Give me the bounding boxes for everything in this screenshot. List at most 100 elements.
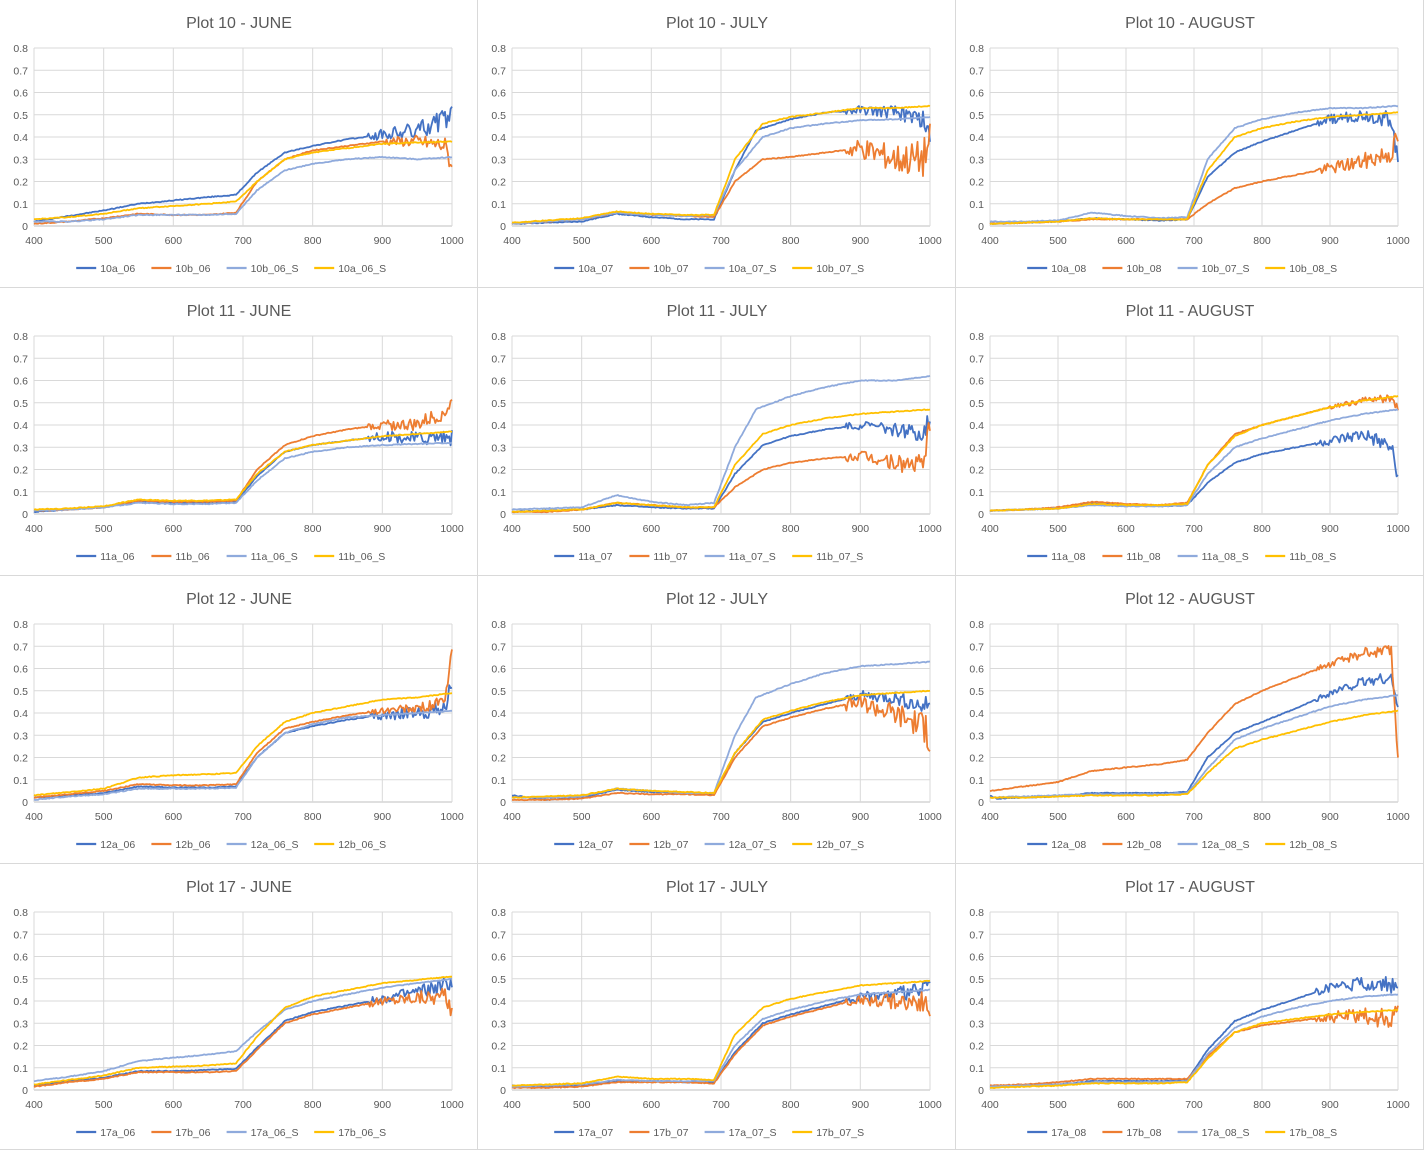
x-tick-label: 700 <box>1185 235 1203 247</box>
y-tick-label: 0.7 <box>13 353 28 365</box>
x-tick-label: 600 <box>643 235 661 247</box>
x-tick-label: 500 <box>573 811 591 823</box>
x-tick-label: 600 <box>165 811 183 823</box>
y-tick-label: 0.6 <box>13 952 28 964</box>
y-tick-label: 0.8 <box>969 43 984 55</box>
x-tick-label: 800 <box>1253 523 1271 535</box>
x-tick-label: 400 <box>503 811 521 823</box>
x-tick-label: 400 <box>981 523 999 535</box>
legend-label: 12a_06 <box>100 839 135 851</box>
x-tick-label: 600 <box>643 523 661 535</box>
legend-label: 11a_07_S <box>729 551 776 563</box>
x-tick-label: 600 <box>1117 1099 1135 1111</box>
chart-title: Plot 17 - JUNE <box>186 879 292 896</box>
x-tick-label: 800 <box>304 523 322 535</box>
series-line <box>33 430 453 511</box>
y-tick-label: 0 <box>978 221 984 233</box>
chart-svg: Plot 17 - JUNE 0 0.1 0.2 0.3 0.4 0.5 0.6 0.7 0.8 4… <box>13 879 463 1139</box>
legend-label: 11a_08_S <box>1202 551 1249 563</box>
legend-label: 11b_06 <box>175 551 209 563</box>
x-tick-label: 700 <box>712 1099 730 1111</box>
legend-label: 11b_07 <box>653 551 687 563</box>
series-line <box>33 134 453 225</box>
chart-svg: Plot 10 - JULY 0 0.1 0.2 0.3 0.4 0.5 0.6 0.7 0.8 4… <box>491 15 942 275</box>
series-line <box>33 692 453 797</box>
x-tick-label: 600 <box>643 1099 661 1111</box>
x-tick-label: 900 <box>374 235 392 247</box>
series-line <box>33 140 453 221</box>
series-line <box>989 104 1399 223</box>
y-tick-label: 0.6 <box>13 376 28 388</box>
y-tick-label: 0.6 <box>969 952 984 964</box>
x-tick-label: 400 <box>503 235 521 247</box>
x-tick-label: 600 <box>165 523 183 535</box>
x-tick-label: 1000 <box>918 235 942 247</box>
y-tick-label: 0 <box>978 1085 984 1097</box>
chart-title: Plot 11 - AUGUST <box>1126 303 1255 320</box>
y-tick-label: 0.8 <box>491 907 506 919</box>
series-line <box>512 104 931 224</box>
y-tick-label: 0.4 <box>969 420 984 432</box>
x-tick-label: 400 <box>25 235 43 247</box>
series-line <box>989 993 1399 1088</box>
chart-panel: Plot 17 - JUNE 0 0.1 0.2 0.3 0.4 0.5 0.6 0.7 0.8 4… <box>0 864 478 1150</box>
y-tick-label: 0.3 <box>491 442 506 454</box>
y-tick-label: 0.8 <box>969 907 984 919</box>
y-tick-label: 0.7 <box>491 641 506 653</box>
y-tick-label: 0.5 <box>491 974 506 986</box>
legend-label: 10a_06_S <box>338 263 386 275</box>
y-tick-label: 0.1 <box>969 775 984 787</box>
y-tick-label: 0.2 <box>13 753 28 765</box>
x-tick-label: 900 <box>852 235 870 247</box>
y-tick-label: 0.3 <box>491 730 506 742</box>
y-tick-label: 0.2 <box>491 177 506 189</box>
y-tick-label: 0.6 <box>13 664 28 676</box>
x-tick-label: 1000 <box>1386 235 1410 247</box>
x-tick-label: 600 <box>165 1099 183 1111</box>
y-tick-label: 0.1 <box>969 1063 984 1075</box>
x-tick-label: 800 <box>304 1099 322 1111</box>
y-tick-label: 0.5 <box>491 110 506 122</box>
x-tick-label: 900 <box>1321 235 1339 247</box>
chart-svg: Plot 17 - AUGUST 0 0.1 0.2 0.3 0.4 0.5 0.6 0.7 0.… <box>969 879 1409 1139</box>
x-tick-label: 500 <box>573 1099 591 1111</box>
x-tick-label: 500 <box>95 811 113 823</box>
y-tick-label: 0.4 <box>969 996 984 1008</box>
series-line <box>33 977 453 1087</box>
legend-label: 17b_08_S <box>1289 1127 1337 1139</box>
x-tick-label: 500 <box>1049 523 1067 535</box>
y-tick-label: 0.5 <box>491 398 506 410</box>
chart-svg: Plot 11 - JUNE 0 0.1 0.2 0.3 0.4 0.5 0.6 0.7 0.8 4… <box>13 303 463 563</box>
y-tick-label: 0.1 <box>491 487 506 499</box>
y-tick-label: 0.7 <box>491 65 506 77</box>
y-tick-label: 0.8 <box>491 619 506 631</box>
legend-label: 11a_06 <box>100 551 134 563</box>
x-tick-label: 600 <box>643 811 661 823</box>
legend-label: 12b_07_S <box>816 839 864 851</box>
chart-panel: Plot 17 - JULY 0 0.1 0.2 0.3 0.4 0.5 0.6 0.7 0.8 4… <box>478 864 956 1150</box>
y-tick-label: 0.3 <box>13 154 28 166</box>
chart-svg: Plot 11 - AUGUST 0 0.1 0.2 0.3 0.4 0.5 0.6 0.7 0.… <box>969 303 1409 563</box>
y-tick-label: 0.2 <box>969 177 984 189</box>
y-tick-label: 0.6 <box>969 664 984 676</box>
legend-label: 10b_07_S <box>1202 263 1250 275</box>
x-tick-label: 400 <box>25 1099 43 1111</box>
y-tick-label: 0.3 <box>969 1018 984 1030</box>
y-tick-label: 0 <box>22 1085 28 1097</box>
series-line <box>511 374 931 511</box>
y-tick-label: 0.6 <box>13 88 28 100</box>
y-tick-label: 0.7 <box>13 641 28 653</box>
x-tick-label: 700 <box>234 523 252 535</box>
legend-label: 17a_06 <box>100 1127 135 1139</box>
y-tick-label: 0.7 <box>491 929 506 941</box>
x-tick-label: 400 <box>25 811 43 823</box>
y-tick-label: 0.5 <box>13 110 28 122</box>
x-tick-label: 800 <box>304 235 322 247</box>
series-line <box>33 442 453 512</box>
legend-label: 12a_07 <box>578 839 613 851</box>
y-tick-label: 0.4 <box>969 132 984 144</box>
y-tick-label: 0 <box>500 509 506 521</box>
series-line <box>989 1008 1399 1089</box>
legend-label: 12b_08_S <box>1289 839 1337 851</box>
